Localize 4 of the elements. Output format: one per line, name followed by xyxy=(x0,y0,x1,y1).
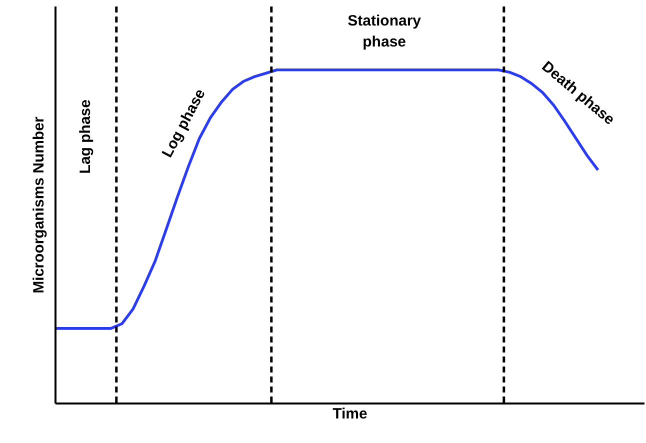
x-axis-title: Time xyxy=(332,406,368,422)
annotation: Lag phase xyxy=(76,100,94,174)
text: Stationary phase xyxy=(348,12,422,51)
y-axis-title: Microorganisms Number xyxy=(30,116,48,294)
